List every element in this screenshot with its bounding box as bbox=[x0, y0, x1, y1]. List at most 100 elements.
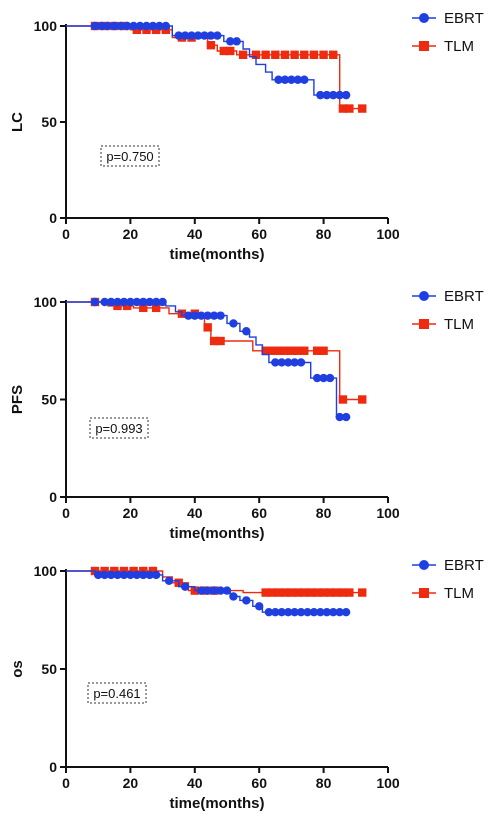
censor-mark-ebrt bbox=[113, 570, 122, 580]
y-tick-label: 0 bbox=[49, 759, 57, 775]
censor-mark-tlm bbox=[261, 346, 270, 355]
censor-mark-tlm bbox=[219, 46, 228, 56]
chart-panel-3: 0 50 100 0 20 40 60 80 100 time(months) os EBRT TLM p… bbox=[9, 557, 484, 812]
censor-mark-tlm bbox=[274, 588, 283, 597]
pvalue-label: p=0.750 bbox=[106, 149, 153, 164]
censor-mark-tlm bbox=[312, 588, 322, 597]
censor-mark-ebrt bbox=[148, 21, 158, 31]
censor-mark-ebrt bbox=[329, 607, 338, 617]
x-tick-label: 20 bbox=[123, 226, 139, 242]
x-tick-label: 60 bbox=[251, 226, 267, 242]
censor-mark-ebrt bbox=[309, 607, 319, 617]
censor-mark-tlm bbox=[238, 50, 248, 59]
x-tick-label: 80 bbox=[316, 775, 332, 791]
censor-mark-ebrt bbox=[341, 607, 351, 617]
censor-mark-tlm bbox=[325, 588, 335, 597]
y-tick-label: 50 bbox=[41, 661, 57, 677]
km-line-ebrt bbox=[66, 301, 347, 418]
censor-mark-ebrt bbox=[335, 90, 344, 100]
censor-mark-tlm bbox=[345, 104, 354, 113]
legend-label-ebrt: EBRT bbox=[444, 288, 484, 305]
pvalue-label: p=0.993 bbox=[95, 421, 142, 436]
censor-mark-tlm bbox=[261, 588, 270, 597]
censor-mark-ebrt bbox=[180, 582, 190, 591]
censor-mark-tlm bbox=[338, 395, 348, 404]
y-tick-label: 100 bbox=[34, 294, 58, 310]
censor-mark-ebrt bbox=[97, 21, 106, 31]
censor-mark-tlm bbox=[319, 588, 328, 597]
chart-panel-2: 0 50 100 0 20 40 60 80 100 time(months) PFS EBRT TLM… bbox=[9, 288, 484, 542]
censor-mark-ebrt bbox=[271, 358, 280, 367]
censor-mark-ebrt bbox=[341, 412, 351, 422]
censor-mark-tlm bbox=[274, 346, 283, 355]
censor-mark-ebrt bbox=[312, 373, 322, 383]
x-tick-label: 80 bbox=[316, 226, 332, 242]
y-tick-label: 100 bbox=[34, 563, 58, 579]
x-axis-label: time(months) bbox=[170, 525, 265, 542]
x-tick-label: 100 bbox=[376, 775, 400, 791]
censor-mark-ebrt bbox=[222, 586, 232, 595]
legend-label-ebrt: EBRT bbox=[444, 10, 484, 27]
censor-mark-ebrt bbox=[274, 75, 283, 84]
censor-mark-tlm bbox=[209, 336, 219, 346]
censor-mark-ebrt bbox=[119, 570, 129, 580]
y-tick-label: 0 bbox=[49, 489, 57, 505]
censor-mark-ebrt bbox=[90, 21, 100, 31]
censor-mark-ebrt bbox=[135, 21, 145, 31]
censor-mark-ebrt bbox=[180, 31, 190, 40]
pvalue-box bbox=[87, 682, 147, 704]
censor-mark-tlm bbox=[332, 588, 341, 597]
censor-mark-ebrt bbox=[277, 607, 286, 617]
x-tick-label: 0 bbox=[62, 775, 70, 791]
x-axis-label: time(months) bbox=[170, 246, 265, 263]
censor-mark-ebrt bbox=[232, 37, 241, 46]
y-tick-label: 100 bbox=[34, 18, 58, 34]
censor-mark-tlm bbox=[206, 41, 216, 50]
censor-mark-tlm bbox=[267, 588, 277, 597]
censor-mark-tlm bbox=[261, 50, 270, 59]
pvalue-box bbox=[100, 145, 160, 167]
legend-marker-tlm bbox=[419, 319, 429, 329]
censor-mark-ebrt bbox=[216, 311, 225, 320]
censor-mark-ebrt bbox=[158, 297, 167, 307]
pvalue-label: p=0.461 bbox=[93, 686, 140, 701]
censor-mark-ebrt bbox=[106, 570, 116, 580]
legend-label-tlm: TLM bbox=[444, 585, 474, 602]
censor-mark-ebrt bbox=[126, 570, 135, 580]
x-axis-label: time(months) bbox=[170, 795, 265, 812]
censor-mark-ebrt bbox=[316, 90, 325, 100]
censor-mark-tlm bbox=[319, 50, 328, 59]
censor-mark-tlm bbox=[151, 303, 161, 313]
censor-mark-tlm bbox=[300, 346, 309, 355]
censor-mark-tlm bbox=[300, 588, 309, 597]
censor-mark-ebrt bbox=[209, 311, 219, 320]
censor-mark-tlm bbox=[280, 588, 290, 597]
chart-panel-1: 0 50 100 0 20 40 60 80 100 time(months) LC EBRT TLM p… bbox=[9, 10, 484, 263]
y-axis-label: PFS bbox=[9, 385, 26, 414]
pvalue-box bbox=[89, 417, 149, 439]
censor-mark-ebrt bbox=[264, 607, 274, 617]
x-tick-label: 80 bbox=[316, 505, 332, 521]
censor-mark-ebrt bbox=[100, 297, 109, 307]
censor-mark-ebrt bbox=[190, 311, 199, 320]
censor-mark-tlm bbox=[280, 50, 290, 59]
censor-mark-ebrt bbox=[213, 31, 222, 40]
censor-mark-ebrt bbox=[200, 31, 209, 40]
censor-mark-tlm bbox=[122, 301, 132, 311]
censor-mark-ebrt bbox=[145, 297, 154, 307]
censor-mark-ebrt bbox=[290, 607, 299, 617]
censor-mark-ebrt bbox=[119, 297, 129, 307]
censor-mark-ebrt bbox=[242, 327, 251, 336]
censor-mark-ebrt bbox=[103, 21, 113, 31]
censor-mark-ebrt bbox=[319, 373, 328, 383]
y-tick-label: 0 bbox=[49, 210, 57, 226]
censor-mark-ebrt bbox=[155, 21, 164, 31]
censor-mark-ebrt bbox=[329, 90, 338, 100]
legend-marker-ebrt bbox=[419, 560, 429, 570]
censor-mark-tlm bbox=[267, 346, 277, 355]
legend-marker-ebrt bbox=[419, 291, 429, 301]
censor-mark-ebrt bbox=[116, 21, 125, 31]
censor-mark-tlm bbox=[306, 588, 315, 597]
x-tick-label: 0 bbox=[62, 226, 70, 242]
legend-label-tlm: TLM bbox=[444, 38, 474, 55]
